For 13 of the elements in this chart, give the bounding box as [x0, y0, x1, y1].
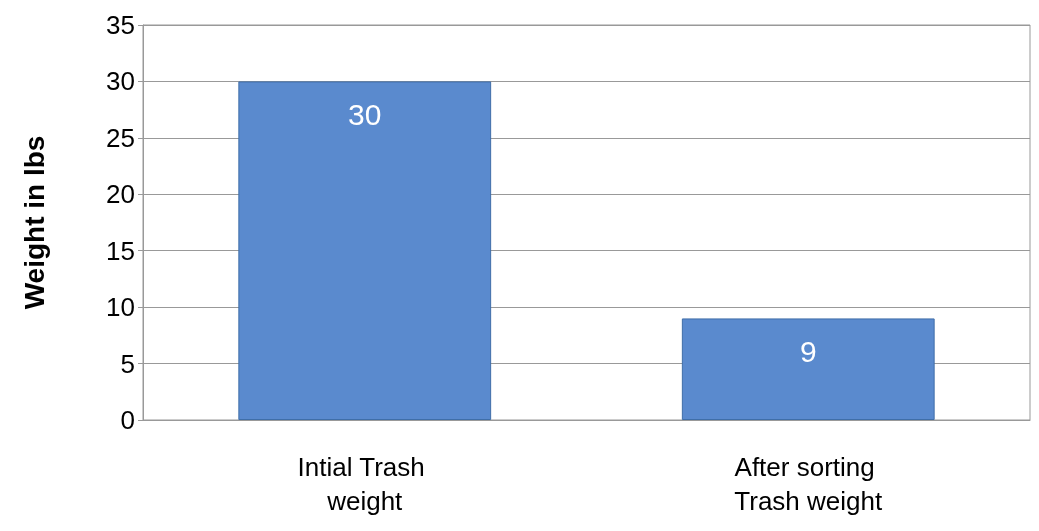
- y-tick-label: 5: [120, 348, 135, 379]
- y-tick-label: 20: [106, 179, 135, 210]
- y-tick-label: 10: [106, 292, 135, 323]
- y-tick-label: 35: [106, 10, 135, 40]
- x-tick-label: Intial Trash weight: [297, 452, 432, 516]
- y-tick-label: 15: [106, 235, 135, 266]
- x-tick-label: After sorting Trash weight: [734, 452, 883, 516]
- y-tick-label: 30: [106, 66, 135, 97]
- data-label: 9: [799, 334, 817, 368]
- data-label: 30: [348, 97, 382, 131]
- y-axis-title: Weight in lbs: [18, 135, 50, 310]
- y-tick-label: 25: [106, 122, 135, 153]
- y-tick-label: 0: [120, 405, 135, 435]
